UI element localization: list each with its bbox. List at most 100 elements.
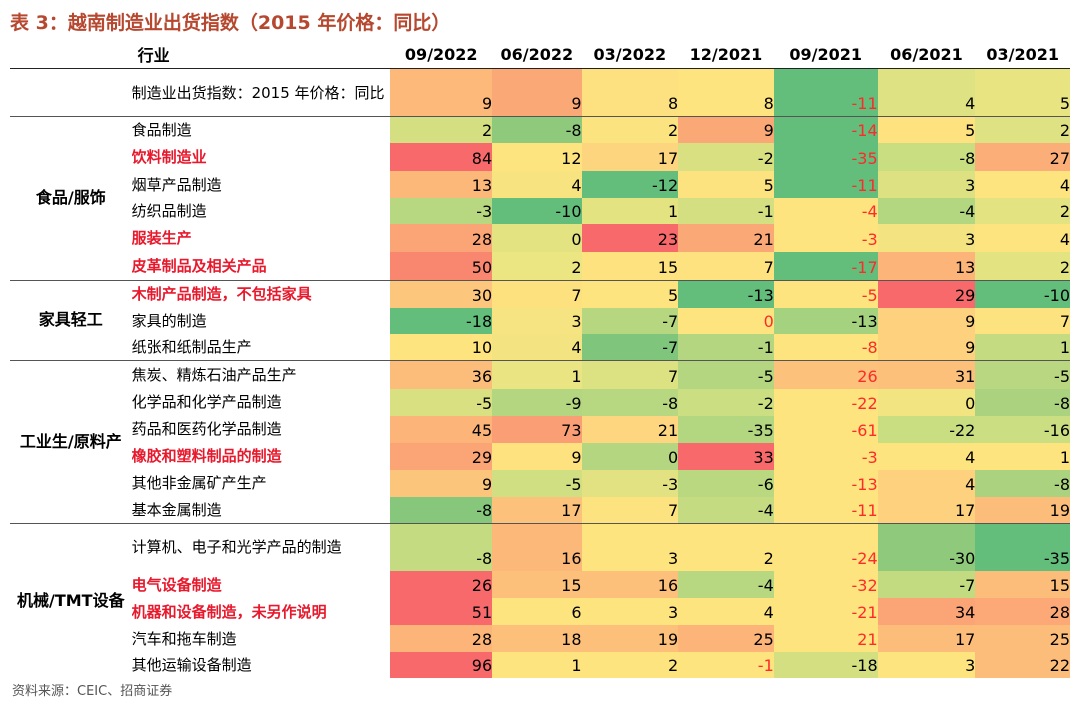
value-cell: -17 — [773, 252, 878, 280]
value-cell: 0 — [492, 224, 582, 252]
value-cell: -5 — [492, 469, 582, 497]
value-cell: 5 — [678, 171, 774, 198]
value-cell: -12 — [581, 171, 679, 198]
value-cell: 15 — [975, 571, 1070, 598]
value-cell: 25 — [678, 625, 774, 652]
industry-name: 其他非金属矿产生产 — [131, 474, 267, 492]
value-cell: 19 — [581, 625, 679, 652]
value-cell: 4 — [877, 442, 976, 470]
value-cell: 2 — [390, 116, 493, 143]
source-note: 资料来源：CEIC、招商证券 — [12, 684, 173, 699]
value-cell: 15 — [492, 571, 582, 598]
table-row: 纺织品制造 -3 -10 1 -1 -4 -4 2 — [10, 198, 1070, 224]
value-cell: -30 — [877, 522, 976, 571]
value-cell: -10 — [492, 198, 582, 224]
value-cell: 18 — [492, 625, 582, 652]
value-cell: 9 — [390, 469, 493, 497]
value-cell: 1 — [975, 334, 1070, 361]
value-cell: -9 — [492, 388, 582, 416]
value-cell: 26 — [390, 571, 493, 598]
value-cell: -8 — [877, 143, 976, 171]
value-cell: 25 — [975, 625, 1070, 652]
industry-name: 食品制造 — [131, 116, 391, 143]
value-cell: 7 — [678, 252, 774, 280]
industry-name: 电气设备制造 — [131, 575, 222, 594]
group-label: 机械/TMT设备 — [10, 522, 132, 678]
value-cell: -11 — [773, 496, 878, 523]
value-cell: 2 — [492, 252, 582, 280]
value-cell: -4 — [877, 198, 976, 224]
value-cell: 9 — [390, 68, 493, 117]
value-cell: 12 — [492, 143, 582, 171]
value-cell: -5 — [678, 360, 774, 389]
value-cell: -8 — [390, 496, 493, 523]
value-cell: 31 — [877, 360, 976, 389]
table-row: 工业生/原料产 焦炭、精炼石油产品生产 36 1 7 -5 26 31 -5 — [10, 360, 1070, 523]
value-cell: 7 — [975, 308, 1070, 334]
value-cell: -7 — [581, 308, 679, 334]
value-cell: 4 — [975, 224, 1070, 252]
table-row: 皮革制品及相关产品 50 2 15 7 -17 13 2 — [10, 252, 1070, 280]
value-cell: 23 — [581, 224, 679, 252]
value-cell: 13 — [877, 252, 976, 280]
value-cell: 17 — [492, 496, 582, 523]
industry-name: 汽车和拖车制造 — [131, 629, 237, 648]
value-cell: -13 — [678, 279, 774, 308]
table-title-prefix: 表 3： — [10, 12, 68, 34]
table-row: 家具轻工 木制产品制造，不包括家具 30 7 5 -13 -5 29 -10 — [10, 279, 1070, 361]
value-cell: -1 — [678, 652, 774, 678]
header-group — [10, 40, 132, 69]
table-row: 食品/服饰 食品制造 2 -8 2 9 -14 5 2 — [10, 116, 1070, 280]
value-cell: 7 — [492, 279, 582, 308]
value-cell: -1 — [678, 334, 774, 361]
value-cell: -1 — [678, 198, 774, 224]
value-cell: -35 — [773, 143, 878, 171]
value-cell: 17 — [877, 625, 976, 652]
value-cell: -35 — [678, 415, 774, 443]
value-cell: -6 — [678, 469, 774, 497]
value-cell: 36 — [390, 360, 493, 389]
value-cell: -3 — [581, 469, 679, 497]
value-cell: 28 — [975, 598, 1070, 625]
value-cell: 3 — [492, 308, 582, 334]
table-row: 电气设备制造 26 15 16 -4 -32 -7 15 — [10, 571, 1070, 598]
value-cell: 19 — [975, 496, 1070, 523]
value-cell: -5 — [975, 360, 1070, 389]
table-row: 其他运输设备制造 96 1 2 -1 -18 3 22 — [10, 652, 1070, 678]
value-cell: 3 — [581, 522, 679, 571]
value-cell: -3 — [773, 442, 878, 470]
industry-name: 家具的制造 — [131, 312, 207, 330]
value-cell: -22 — [877, 415, 976, 443]
shipment-index-table: 行业 09/2022 06/2022 03/2022 12/2021 09/20… — [10, 40, 1070, 678]
value-cell: 4 — [975, 171, 1070, 198]
value-cell: 2 — [975, 198, 1070, 224]
value-cell: -18 — [773, 652, 878, 678]
value-cell: 5 — [975, 68, 1070, 117]
value-cell: 4 — [492, 171, 582, 198]
header-period: 12/2021 — [678, 40, 774, 69]
value-cell: 73 — [492, 415, 582, 443]
industry-name: 焦炭、精炼石油产品生产 — [131, 360, 391, 389]
value-cell: -5 — [773, 279, 878, 308]
value-cell: 7 — [581, 496, 679, 523]
header-period: 06/2022 — [492, 40, 582, 69]
value-cell: -7 — [581, 334, 679, 361]
value-cell: -2 — [678, 143, 774, 171]
value-cell: 96 — [390, 652, 493, 678]
value-cell: -18 — [390, 308, 493, 334]
table-row: 制造业出货指数：2015 年价格：同比 9 9 8 8 -11 4 5 — [10, 68, 1070, 117]
value-cell: 26 — [773, 360, 878, 389]
value-cell: -4 — [678, 571, 774, 598]
value-cell: -5 — [390, 388, 493, 416]
value-cell: 0 — [678, 308, 774, 334]
industry-name: 饮料制造业 — [131, 148, 207, 166]
value-cell: 0 — [581, 442, 679, 470]
value-cell: 2 — [678, 522, 774, 571]
value-cell: 29 — [877, 279, 976, 308]
header-industry: 行业 — [131, 40, 391, 69]
industry-name: 其他运输设备制造 — [131, 656, 252, 674]
industry-name: 纺织品制造 — [131, 202, 207, 220]
table-title: 表 3：越南制造业出货指数（2015 年价格：同比） — [10, 8, 450, 38]
value-cell: 3 — [877, 652, 976, 678]
value-cell: 10 — [390, 334, 493, 361]
